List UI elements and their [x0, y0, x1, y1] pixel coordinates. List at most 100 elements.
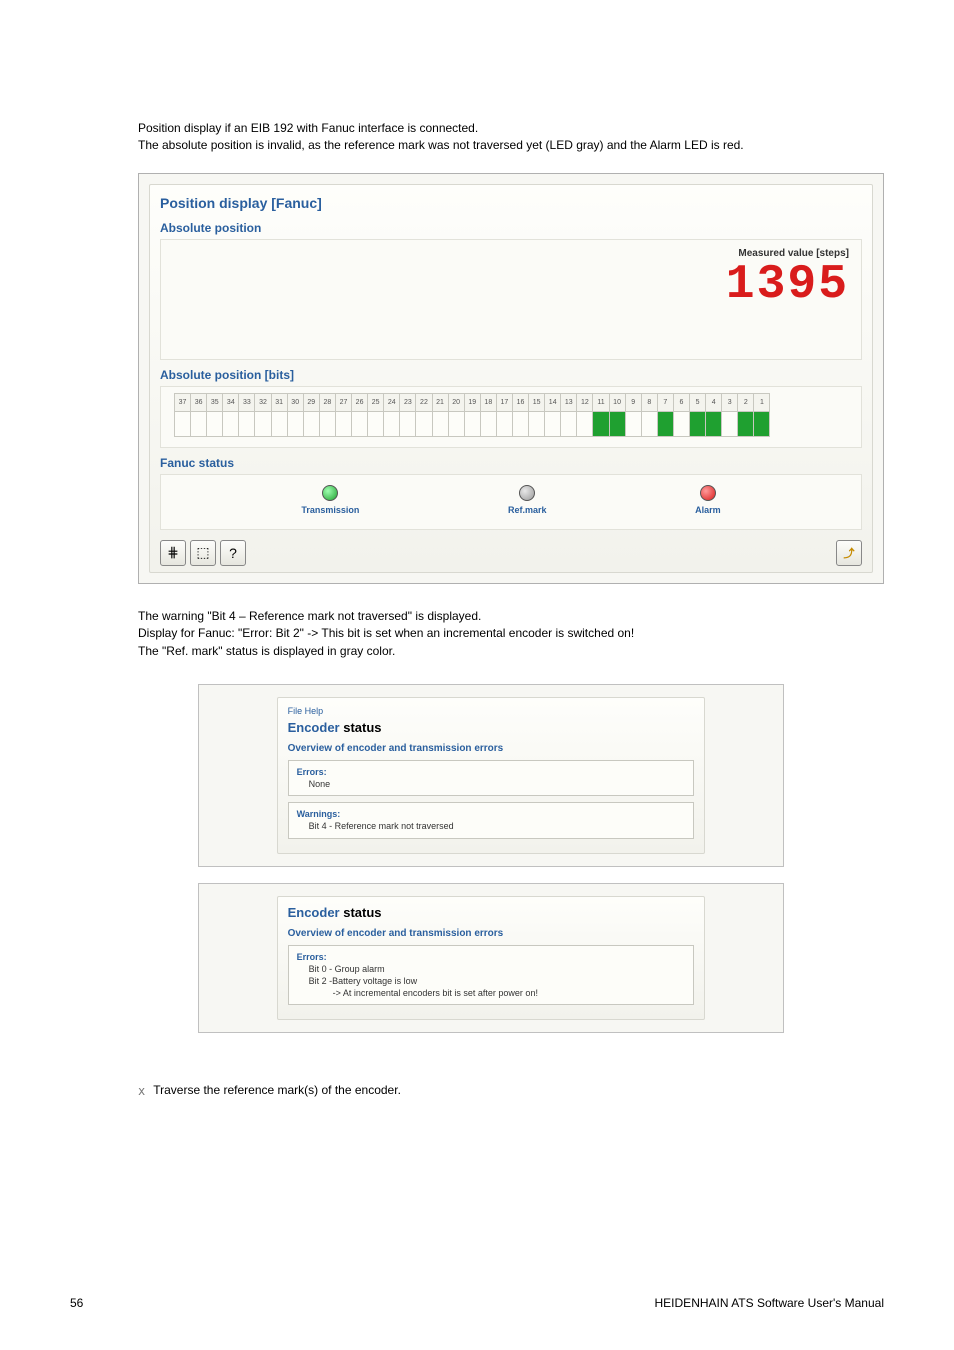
- toolbar-btn-help[interactable]: ?: [220, 540, 246, 566]
- errors-line3: -> At incremental encoders bit is set af…: [297, 987, 686, 999]
- bit-number: 17: [497, 394, 512, 412]
- bit-value: [368, 412, 383, 436]
- errors-label-1: Errors:: [297, 767, 327, 777]
- bit-value: [738, 412, 753, 436]
- bit-value: [626, 412, 641, 436]
- bit-value: [610, 412, 625, 436]
- bit-col: 6: [673, 393, 690, 437]
- status-refmark: Ref.mark: [508, 485, 547, 515]
- bit-value: [400, 412, 415, 436]
- bit-col: 36: [190, 393, 207, 437]
- warnings-text-1: Bit 4 - Reference mark not traversed: [297, 820, 686, 832]
- bit-value: [722, 412, 737, 436]
- bit-value: [255, 412, 270, 436]
- bit-value: [320, 412, 335, 436]
- bit-col: 24: [383, 393, 400, 437]
- bit-col: 20: [448, 393, 465, 437]
- bit-value: [690, 412, 705, 436]
- encoder-status-title-2: Encoder status: [288, 905, 695, 920]
- bit-number: 23: [400, 394, 415, 412]
- bit-col: 7: [657, 393, 674, 437]
- led-refmark-label: Ref.mark: [508, 505, 547, 515]
- bit-value: [513, 412, 528, 436]
- bit-col: 5: [689, 393, 706, 437]
- bit-col: 1: [753, 393, 770, 437]
- bit-col: 19: [464, 393, 481, 437]
- bit-col: 9: [625, 393, 642, 437]
- bit-col: 34: [222, 393, 239, 437]
- instruction: x Traverse the reference mark(s) of the …: [138, 1083, 884, 1100]
- bit-value: [561, 412, 576, 436]
- overview-1: Overview of encoder and transmission err…: [288, 743, 695, 754]
- bit-number: 13: [561, 394, 576, 412]
- abs-pos-title: Absolute position: [160, 221, 862, 235]
- bit-value: [175, 412, 190, 436]
- bit-number: 7: [658, 394, 673, 412]
- bit-col: 2: [737, 393, 754, 437]
- bit-number: 26: [352, 394, 367, 412]
- encoder-status-screenshot-2: Encoder status Overview of encoder and t…: [198, 883, 784, 1034]
- errors-line1: Bit 0 - Group alarm: [297, 963, 686, 975]
- bit-number: 21: [433, 394, 448, 412]
- toolbar-btn-1[interactable]: ⋕: [160, 540, 186, 566]
- encoder-status-screenshot-1: File Help Encoder status Overview of enc…: [198, 684, 784, 867]
- bit-value: [384, 412, 399, 436]
- bit-col: 3: [721, 393, 738, 437]
- bit-value: [288, 412, 303, 436]
- toolbar-btn-export[interactable]: ⤴: [836, 540, 862, 566]
- bit-number: 5: [690, 394, 705, 412]
- bit-number: 29: [304, 394, 319, 412]
- errors-label-2: Errors:: [297, 952, 327, 962]
- bit-number: 35: [207, 394, 222, 412]
- errors-text-1: None: [297, 778, 686, 790]
- bit-value: [433, 412, 448, 436]
- bit-number: 20: [449, 394, 464, 412]
- bit-value: [577, 412, 592, 436]
- bit-col: 17: [496, 393, 513, 437]
- warnings-box-1: Warnings: Bit 4 - Reference mark not tra…: [288, 802, 695, 838]
- bit-number: 28: [320, 394, 335, 412]
- bit-number: 19: [465, 394, 480, 412]
- bit-number: 34: [223, 394, 238, 412]
- bit-col: 10: [609, 393, 626, 437]
- bit-col: 30: [287, 393, 304, 437]
- bit-number: 9: [626, 394, 641, 412]
- enc2-title-a: Encoder: [288, 905, 340, 920]
- doc-title: HEIDENHAIN ATS Software User's Manual: [655, 1296, 884, 1310]
- bit-number: 6: [674, 394, 689, 412]
- led-refmark: [519, 485, 535, 501]
- bit-col: 11: [592, 393, 609, 437]
- overview-2: Overview of encoder and transmission err…: [288, 928, 695, 939]
- bit-col: 16: [512, 393, 529, 437]
- bit-number: 30: [288, 394, 303, 412]
- bit-value: [207, 412, 222, 436]
- bit-number: 16: [513, 394, 528, 412]
- bit-number: 10: [610, 394, 625, 412]
- bit-col: 32: [254, 393, 271, 437]
- intro-line1: Position display if an EIB 192 with Fanu…: [138, 120, 884, 137]
- bit-col: 27: [335, 393, 352, 437]
- toolbar-btn-2[interactable]: ⬚: [190, 540, 216, 566]
- enc2-title-b: status: [340, 905, 382, 920]
- bit-value: [674, 412, 689, 436]
- status-transmission: Transmission: [301, 485, 359, 515]
- bit-col: 13: [560, 393, 577, 437]
- bit-value: [642, 412, 657, 436]
- bit-number: 15: [529, 394, 544, 412]
- bit-number: 37: [175, 394, 190, 412]
- bits-table: 3736353433323130292827262524232221201918…: [175, 393, 855, 437]
- bit-col: 4: [705, 393, 722, 437]
- bit-value: [465, 412, 480, 436]
- encoder-status-title-1: Encoder status: [288, 720, 695, 735]
- bit-value: [239, 412, 254, 436]
- bit-col: 15: [528, 393, 545, 437]
- bit-col: 25: [367, 393, 384, 437]
- fanuc-title: Fanuc status: [160, 456, 862, 470]
- warnings-label-1: Warnings:: [297, 809, 341, 819]
- bit-number: 27: [336, 394, 351, 412]
- led-transmission: [322, 485, 338, 501]
- bit-number: 33: [239, 394, 254, 412]
- errors-box-2: Errors: Bit 0 - Group alarm Bit 2 -Batte…: [288, 945, 695, 1006]
- bit-number: 14: [545, 394, 560, 412]
- bit-col: 31: [271, 393, 288, 437]
